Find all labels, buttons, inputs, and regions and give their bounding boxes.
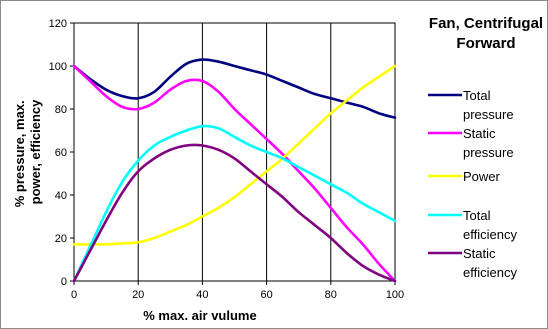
series-group	[72, 58, 397, 283]
series-line-power	[72, 64, 397, 246]
x-tick-label: 20	[132, 289, 144, 301]
legend-label-total-pressure: Total	[463, 88, 491, 103]
y-axis-label-line1: % pressure, max.	[12, 100, 27, 207]
y-axis-label: % pressure, max. power, efficiency	[12, 97, 43, 208]
legend-label-static-pressure: pressure	[463, 145, 514, 160]
y-tick-label: 40	[55, 190, 67, 202]
x-tick-label: 40	[196, 289, 208, 301]
legend-label-total-efficiency: Total	[463, 208, 491, 223]
series-line-total-efficiency	[72, 124, 397, 283]
x-tick-label: 0	[71, 289, 77, 301]
legend-label-total-pressure: pressure	[463, 107, 514, 122]
y-axis-ticks: 0 20 40 60 80 100 120	[49, 18, 74, 288]
y-tick-label: 120	[49, 18, 67, 30]
y-tick-label: 20	[55, 233, 67, 245]
series-line-static-efficiency	[72, 143, 397, 283]
legend-label-static-efficiency: efficiency	[463, 265, 517, 280]
y-tick-label: 60	[55, 147, 67, 159]
x-axis-ticks: 0 20 40 60 80 100	[71, 281, 404, 301]
series-line-static-pressure	[72, 64, 397, 283]
x-tick-label: 60	[260, 289, 272, 301]
y-tick-label: 80	[55, 104, 67, 116]
legend-label-power: Power	[463, 169, 501, 184]
legend: Total pressure Static pressure Power Total eff…	[428, 88, 517, 280]
chart-title-line1: Fan, Centrifugal	[429, 15, 543, 32]
y-tick-label: 100	[49, 61, 67, 73]
legend-label-static-pressure: Static	[463, 126, 496, 141]
y-tick-label: 0	[61, 276, 67, 288]
chart-title-line2: Forward	[456, 35, 515, 52]
series-line-total-pressure	[72, 58, 397, 119]
legend-label-total-efficiency: efficiency	[463, 227, 517, 242]
x-tick-label: 100	[386, 289, 404, 301]
x-axis-label: % max. air vulume	[143, 308, 256, 323]
y-axis-label-line2: power, efficiency	[28, 99, 43, 205]
legend-label-static-efficiency: Static	[463, 246, 496, 261]
x-tick-label: 80	[325, 289, 337, 301]
